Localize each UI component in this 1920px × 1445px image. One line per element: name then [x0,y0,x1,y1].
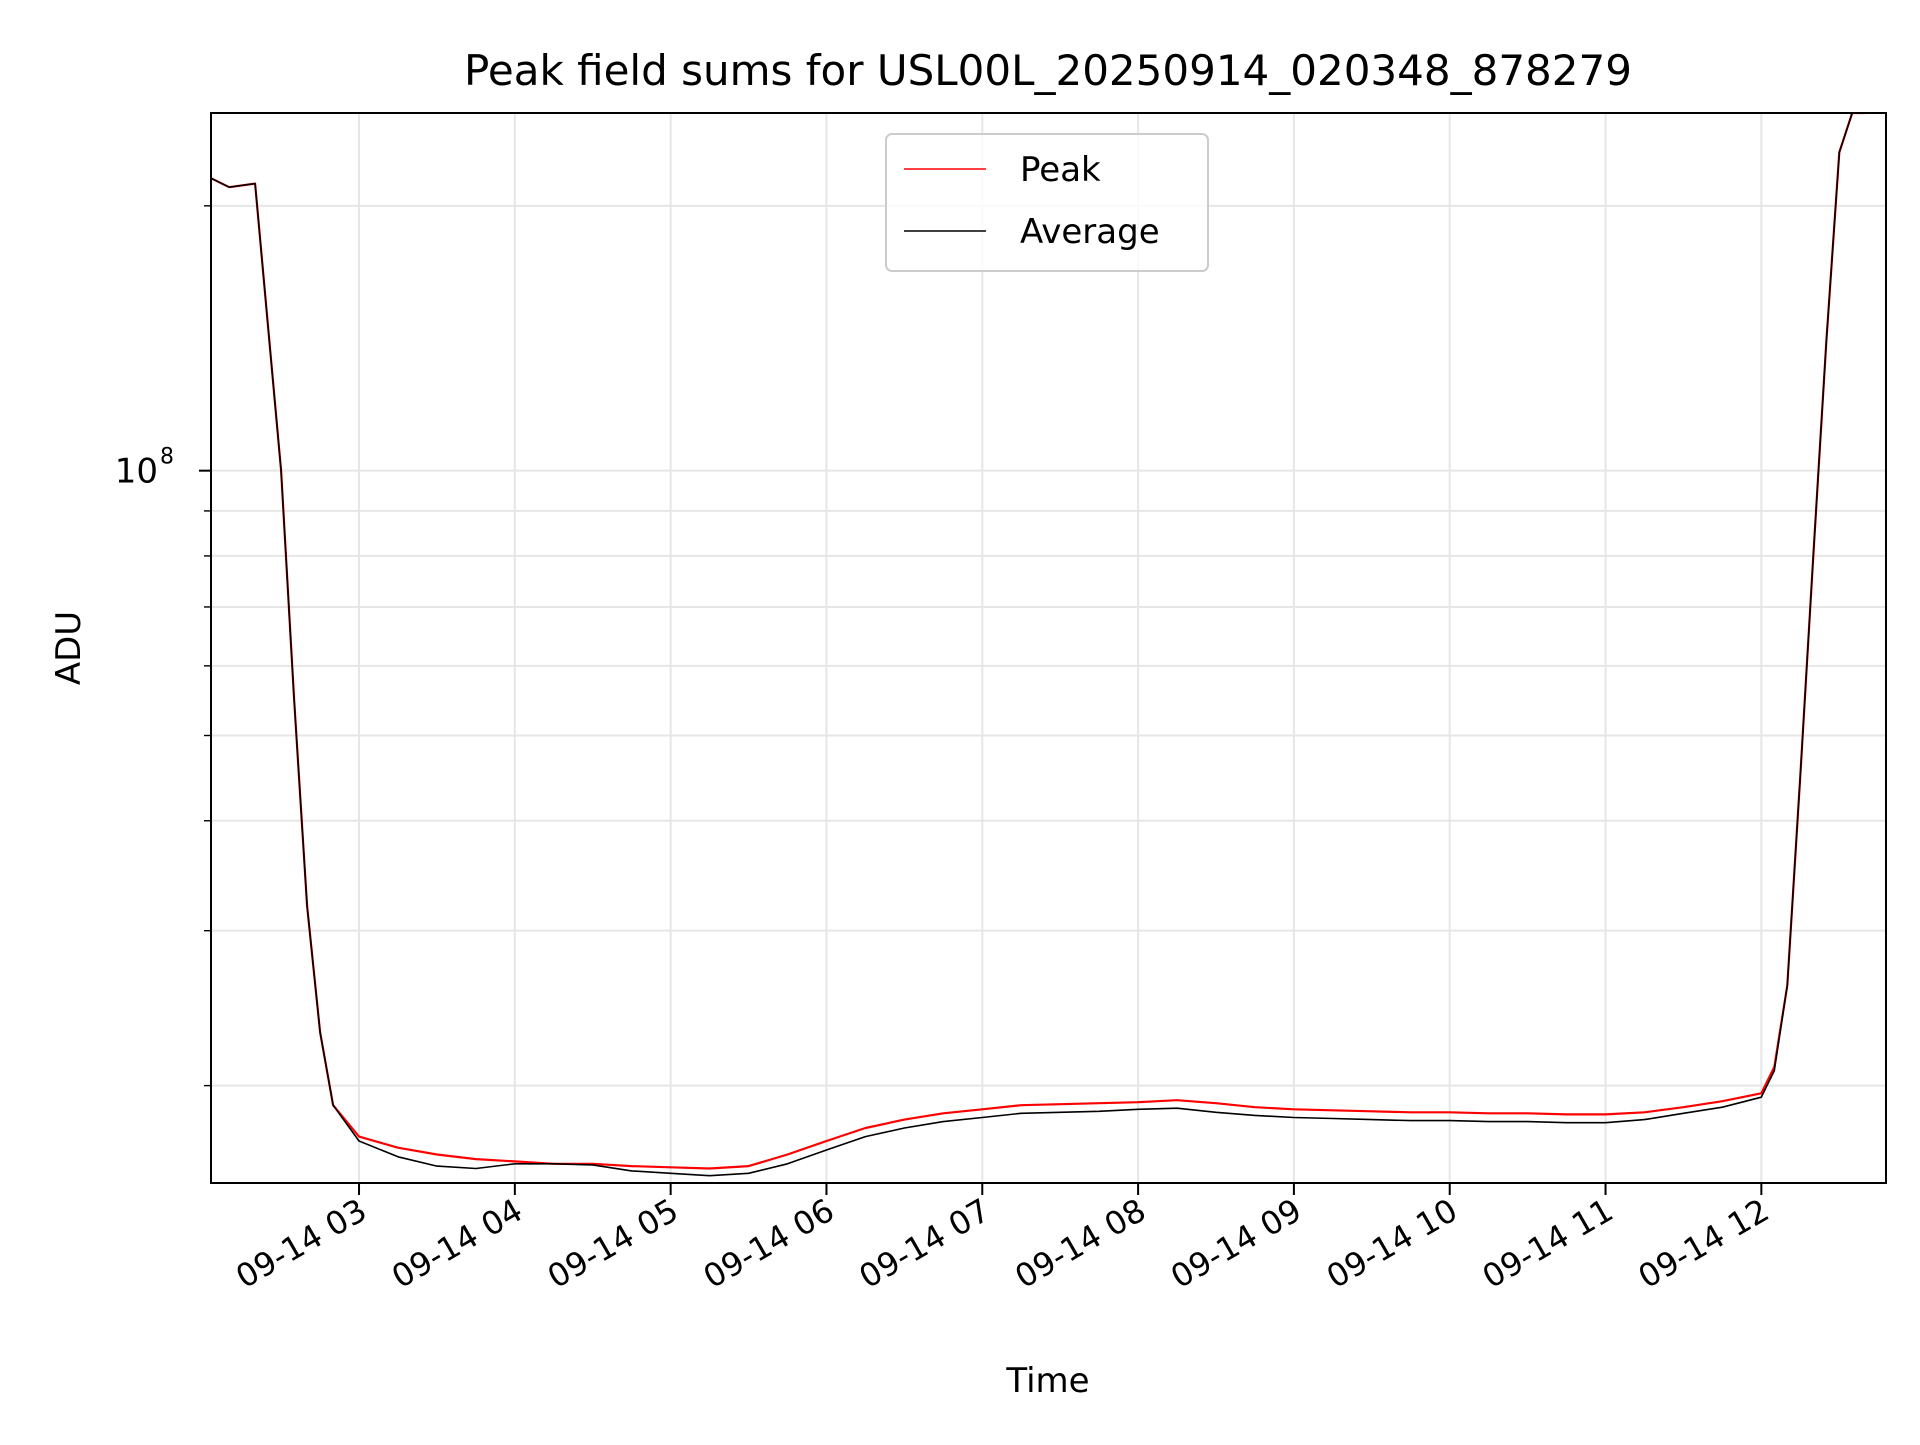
chart-legend: Peak Average [885,133,1209,272]
chart-title: Peak field sums for USL00L_20250914_0203… [464,46,1632,95]
legend-label-average: Average [1020,212,1160,252]
plot-area-frame [210,112,1887,1184]
y-tick-label-exponent: 8 [160,445,174,470]
series-line-average [211,113,1866,1177]
legend-label-peak: Peak [1020,150,1101,190]
y-tick-label-base: 10 [115,452,158,492]
y-axis-label: ADU [49,611,89,685]
series-line-peak [211,113,1866,1170]
series-layer [211,113,1866,1177]
grid-lines [211,113,1886,1183]
y-axis-ticks: 10 8 [115,205,211,1087]
x-axis-label: Time [1005,1361,1089,1401]
